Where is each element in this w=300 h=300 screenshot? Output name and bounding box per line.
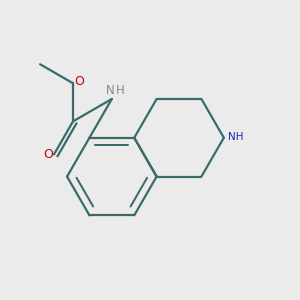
Text: NH: NH [228,132,243,142]
Text: N: N [106,84,115,97]
Text: H: H [116,84,124,97]
Text: O: O [74,76,84,88]
Text: O: O [43,148,53,161]
